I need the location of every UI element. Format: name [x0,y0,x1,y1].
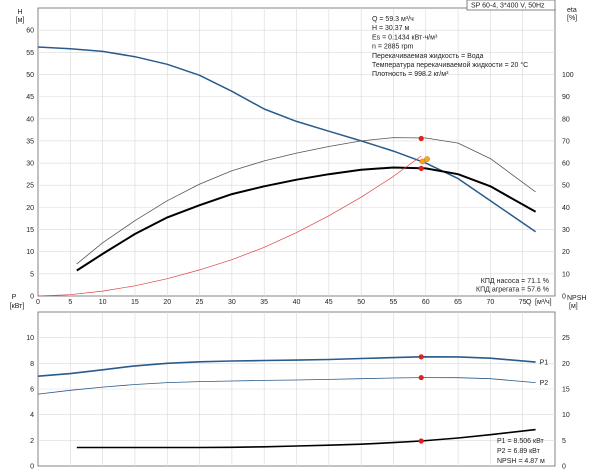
top-duty-point-2 [419,158,426,165]
top-x-tick-label: 25 [196,299,204,306]
top-x-tick-label: 50 [357,299,365,306]
top-y-tick-label-right: 20 [562,249,570,256]
top-y-axis-label-right: eta [567,7,577,14]
top-y-tick-label-right: 100 [562,72,574,79]
top-y-axis-unit-right: [%] [567,15,577,22]
top-x-tick-label: 35 [260,299,268,306]
bottom-y-axis-unit-right: [м] [569,303,578,310]
top-x-tick-label: 60 [422,299,430,306]
top-y-axis-label-left: H [17,9,22,16]
top-y-tick-label-right: 90 [562,94,570,101]
duty-info-line: H = 30.37 м [372,25,409,32]
top-y-tick-label-right: 80 [562,116,570,123]
bottom-y-tick-label-right: 0 [562,464,566,471]
bottom-y-tick-label-right: 15 [562,387,570,394]
duty-info-line: Q = 59.3 м³/ч [372,16,414,23]
bottom-y-axis-unit-left: [кВт] [10,303,25,310]
bottom-y-tick-label-left: 10 [26,335,34,342]
top-y-tick-label-left: 40 [26,116,34,123]
top-x-tick-label: 70 [486,299,494,306]
series-label-p1: P1 [540,360,549,367]
top-duty-point-0 [418,135,424,142]
top-x-tick-label: 55 [390,299,398,306]
top-x-tick-label: 30 [228,299,236,306]
bottom-series-line-2 [76,428,536,449]
top-x-tick-label: 40 [293,299,301,306]
result-info-line: P2 = 6.89 кВт [497,448,541,455]
bottom-y-tick-label-right: 10 [562,412,570,419]
bottom-y-tick-label-left: 0 [30,464,34,471]
duty-info-line: Температура перекачиваемой жидкости = 20… [372,61,528,69]
top-y-tick-label-left: 50 [26,72,34,79]
top-y-tick-label-left: 55 [26,50,34,57]
top-duty-point-3 [424,156,430,162]
top-x-tick-label: 15 [131,299,139,306]
bottom-y-tick-label-left: 6 [30,387,34,394]
bottom-y-axis-label-right: NPSH [567,295,586,302]
efficiency-info-line: КПД агрегата = 57.6 % [476,287,549,294]
top-series-line-3 [37,155,422,297]
top-y-tick-label-right: 30 [562,227,570,234]
top-x-axis-label: Q [526,299,532,306]
top-y-tick-label-left: 25 [26,183,34,190]
top-duty-point-1 [418,165,424,171]
duty-info-line: Es = 0.1434 кВт·ч/м³ [372,34,438,41]
top-y-tick-label-left: 35 [26,138,34,145]
bottom-y-tick-label-left: 2 [30,438,34,445]
bottom-y-tick-label-right: 20 [562,361,570,368]
efficiency-info-line: КПД насоса = 71.1 % [481,278,549,285]
bottom-duty-point-2 [418,438,424,444]
top-x-tick-label: 65 [454,299,462,306]
bottom-y-axis-label-left: P [12,294,17,301]
top-series-line-1 [76,137,536,265]
top-x-tick-label: 0 [36,299,40,306]
top-y-tick-label-right: 70 [562,138,570,145]
bottom-duty-point-0 [418,354,424,360]
top-y-tick-label-left: 10 [26,249,34,256]
top-series-line-2 [76,166,537,272]
top-y-tick-label-left: 15 [26,227,34,234]
result-info-line: P1 = 8.506 кВт [497,438,545,445]
duty-info-line: Перекачиваемая жидкость = Вода [372,53,484,60]
top-x-tick-label: 5 [68,299,72,306]
top-y-tick-label-left: 30 [26,161,34,168]
top-x-axis-unit: [м³/ч] [535,299,552,306]
title-box [466,0,556,11]
top-y-tick-label-left: 60 [26,28,34,35]
top-y-tick-label-right: 50 [562,183,570,190]
duty-info-line: n = 2885 rpm [372,44,414,51]
duty-info-line: Плотность = 998.2 кг/м³ [372,71,449,78]
series-label-p2: P2 [540,380,549,387]
result-info-line: NPSH = 4.87 м [497,458,545,465]
bottom-y-tick-label-right: 25 [562,335,570,342]
top-x-tick-label: 20 [163,299,171,306]
top-y-tick-label-right: 0 [562,294,566,301]
bottom-y-tick-label-right: 5 [562,438,566,445]
chart-title: SP 60-4, 3*400 V, 50Hz [471,3,545,10]
bottom-duty-point-1 [418,374,424,381]
top-x-tick-label: 10 [99,299,107,306]
top-y-tick-label-left: 45 [26,94,34,101]
bottom-y-tick-label-left: 8 [30,361,34,368]
bottom-series-line-1 [37,377,536,395]
bottom-y-tick-label-left: 4 [30,412,34,419]
top-x-tick-label: 75 [519,299,527,306]
top-y-tick-label-left: 20 [26,205,34,212]
top-y-axis-unit-left: [м] [16,17,25,24]
top-y-tick-label-right: 40 [562,205,570,212]
top-x-tick-label: 45 [325,299,333,306]
bottom-series-line-0 [37,356,536,377]
top-y-tick-label-right: 10 [562,271,570,278]
top-y-tick-label-left: 5 [30,271,34,278]
top-y-tick-label-left: 0 [30,294,34,301]
top-y-tick-label-right: 60 [562,161,570,168]
